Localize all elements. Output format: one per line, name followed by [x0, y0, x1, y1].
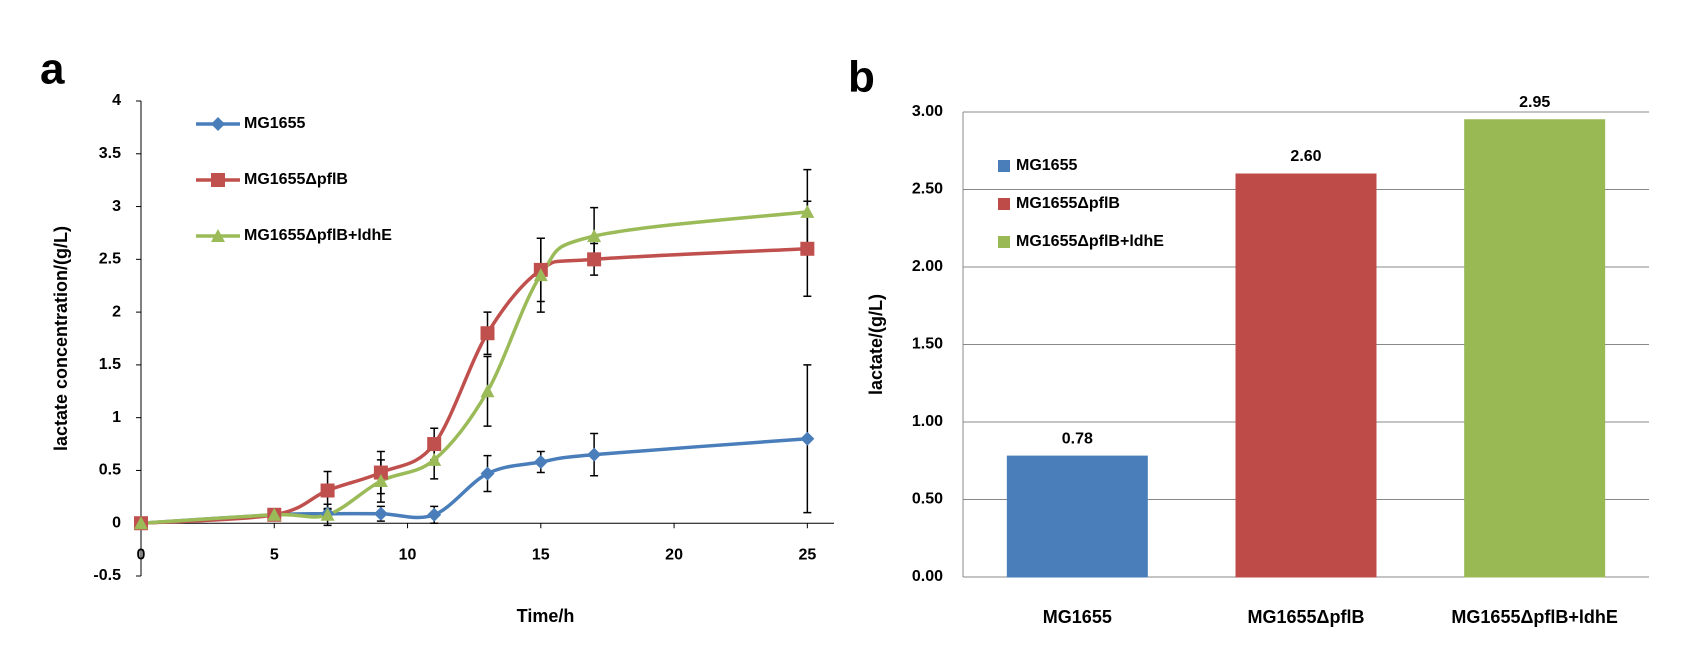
x-tick-label: MG1655ΔpflB [1248, 607, 1365, 627]
marker [480, 384, 495, 398]
value-label: 0.78 [1062, 430, 1093, 447]
legend-label: MG1655ΔpflB [244, 171, 348, 188]
y-tick-label: 0.50 [912, 491, 943, 508]
x-tick-label: MG1655 [1043, 607, 1112, 627]
y-tick-label: 2 [112, 303, 121, 320]
marker [800, 431, 815, 446]
marker [800, 204, 815, 218]
legend-label: MG1655 [1016, 157, 1077, 174]
x-tick-label: 0 [137, 546, 146, 563]
marker [480, 466, 495, 481]
legend-marker [211, 173, 225, 187]
panel-label: b [848, 53, 875, 102]
bar [1464, 119, 1606, 578]
legend-marker [211, 117, 225, 131]
x-tick-label: 5 [270, 546, 279, 563]
legend-swatch [998, 236, 1010, 248]
legend-label: MG1655ΔpflB+ldhE [244, 227, 392, 244]
series-line [140, 210, 808, 525]
bar [1235, 173, 1377, 578]
marker [427, 507, 442, 522]
marker [373, 474, 388, 487]
legend-label: MG1655 [244, 115, 305, 132]
y-tick-label: 0.5 [99, 462, 121, 479]
marker [427, 452, 442, 466]
marker [533, 268, 548, 282]
x-tick-label: 10 [399, 546, 417, 563]
y-tick-label: 1.5 [99, 356, 121, 373]
y-tick-label: 2.50 [912, 181, 943, 198]
marker [267, 507, 282, 521]
marker [587, 447, 602, 462]
marker [800, 241, 815, 256]
marker [320, 483, 335, 498]
y-tick-label: 1.50 [912, 336, 943, 353]
marker [373, 506, 388, 521]
marker [587, 252, 602, 267]
y-tick-label: 3.00 [912, 103, 943, 120]
y-axis-title: lactate/(g/L) [866, 294, 886, 395]
x-tick-label: 15 [532, 546, 550, 563]
y-tick-label: 0.00 [912, 568, 943, 585]
legend-swatch [998, 160, 1010, 172]
marker [533, 455, 548, 469]
series-line [140, 437, 808, 525]
x-tick-label: 20 [665, 546, 683, 563]
legend-swatch [998, 198, 1010, 210]
value-label: 2.95 [1519, 94, 1550, 111]
marker [134, 516, 148, 530]
value-label: 2.60 [1290, 148, 1321, 165]
legend-marker [211, 229, 225, 242]
y-axis-title: lactate concentration/(g/L) [51, 226, 71, 451]
marker [373, 465, 388, 480]
marker [480, 326, 495, 341]
marker [320, 507, 335, 521]
x-tick-label: 25 [798, 546, 816, 563]
x-tick-label: MG1655ΔpflB+ldhE [1451, 607, 1617, 627]
y-tick-label: 4 [112, 92, 121, 109]
y-tick-label: 0 [112, 514, 121, 531]
legend-label: MG1655ΔpflB [1016, 195, 1120, 212]
y-tick-label: 2.00 [912, 258, 943, 275]
y-tick-label: -0.5 [93, 567, 121, 584]
y-tick-label: 1 [112, 409, 121, 426]
y-tick-label: 1.00 [912, 413, 943, 430]
x-axis-title: Time/h [517, 606, 575, 626]
panel-label: a [40, 45, 65, 94]
y-tick-label: 2.5 [99, 251, 121, 268]
y-tick-label: 3 [112, 198, 121, 215]
legend-label: MG1655ΔpflB+ldhE [1016, 233, 1164, 250]
y-tick-label: 3.5 [99, 145, 121, 162]
marker [427, 437, 442, 452]
marker [587, 229, 602, 243]
bar [1006, 455, 1148, 578]
